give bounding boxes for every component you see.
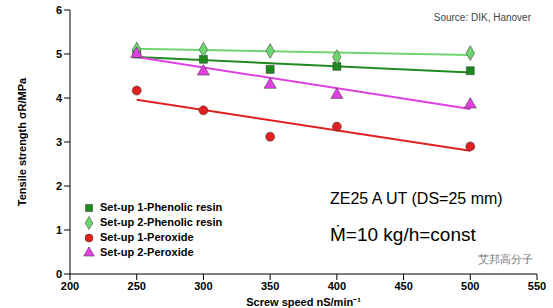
- svg-text:1: 1: [56, 224, 62, 236]
- html-text:Set-up 1-Phenolic resin: Set-up 1-Phenolic resin: [100, 201, 223, 213]
- svg-text:500: 500: [461, 280, 479, 292]
- svg-text:400: 400: [328, 280, 346, 292]
- html-text:艾邦高分子: 艾邦高分子: [478, 253, 533, 266]
- html-text:Set-up 2-Peroxide: Set-up 2-Peroxide: [100, 246, 194, 258]
- svg-text:5: 5: [56, 48, 62, 60]
- html-text:Set-up 2-Phenolic resin: Set-up 2-Phenolic resin: [100, 216, 223, 228]
- html-text:ZE25 A UT (DS=25 mm): ZE25 A UT (DS=25 mm): [330, 190, 503, 207]
- svg-text:200: 200: [61, 280, 79, 292]
- svg-text:0: 0: [56, 268, 62, 280]
- svg-text:Screw speed nS/min⁻¹: Screw speed nS/min⁻¹: [246, 296, 361, 308]
- svg-text:2: 2: [56, 180, 62, 192]
- svg-text:Tensile strength σR/MPa: Tensile strength σR/MPa: [16, 77, 28, 206]
- svg-text:350: 350: [261, 280, 279, 292]
- svg-text:300: 300: [194, 280, 212, 292]
- svg-text:4: 4: [56, 92, 63, 104]
- svg-text:3: 3: [56, 136, 62, 148]
- svg-text:250: 250: [128, 280, 146, 292]
- svg-text:450: 450: [394, 280, 412, 292]
- svg-text:550: 550: [528, 280, 545, 292]
- svg-text:6: 6: [56, 4, 62, 16]
- html-text:Source: DIK, Hanover: Source: DIK, Hanover: [433, 12, 531, 23]
- html-text:Ṁ=10 kg/h=const: Ṁ=10 kg/h=const: [330, 224, 476, 245]
- html-text:Set-up 1-Peroxide: Set-up 1-Peroxide: [100, 231, 194, 243]
